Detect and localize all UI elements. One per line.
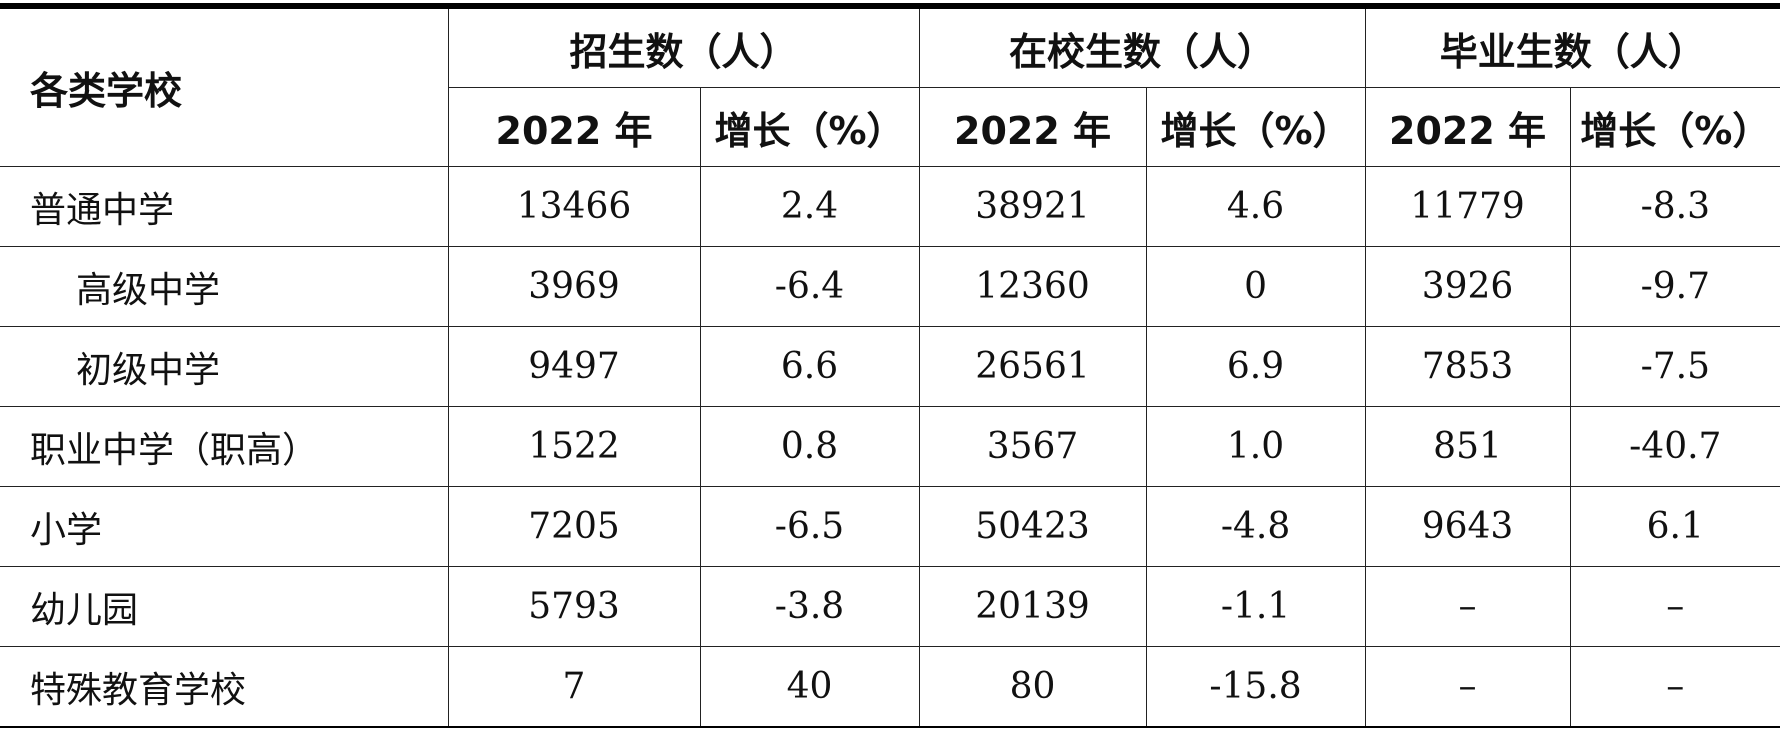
cell: -40.7 xyxy=(1569,406,1780,487)
statistics-table: 各类学校 招生数（人） 在校生数（人） 毕业生数（人） 2022 年增长（%） 202… xyxy=(0,3,1780,728)
cell: – xyxy=(1569,646,1780,728)
table-body: 普通中学 13466 2.4 38921 4.6 11779 -8.3 高级中学 3969 -6.… xyxy=(0,166,1780,728)
cell: 40 xyxy=(699,646,920,728)
row-label: 普通中学 xyxy=(0,166,449,247)
cell: – xyxy=(1364,566,1571,647)
subheader-row: 2022 年增长（%） 2022 年增长（%） 2022 年增长（%） xyxy=(0,87,1780,167)
row-label: 职业中学（职高） xyxy=(0,406,449,487)
cell: 3926 xyxy=(1364,246,1571,327)
row-label: 初级中学 xyxy=(0,326,449,407)
cell: 6.6 xyxy=(699,326,920,407)
cell: -4.8 xyxy=(1145,486,1366,567)
cell: 2.4 xyxy=(699,166,920,247)
cell: 0 xyxy=(1145,246,1366,327)
cell: 3567 xyxy=(918,406,1147,487)
header-row: 各类学校 招生数（人） 在校生数（人） 毕业生数（人） xyxy=(0,5,1780,167)
data-row: 初级中学 9497 6.6 26561 6.9 7853 -7.5 xyxy=(0,326,1780,407)
cell: -3.8 xyxy=(699,566,920,647)
cell: 9497 xyxy=(447,326,701,407)
cell: -1.1 xyxy=(1145,566,1366,647)
data-row: 特殊教育学校 7 40 80 -15.8– – xyxy=(0,646,1780,728)
group-header: 毕业生数（人） xyxy=(1364,5,1780,88)
cell: 5793 xyxy=(447,566,701,647)
cell: 9643 xyxy=(1364,486,1571,567)
sub-header: 2022 年 xyxy=(918,87,1147,167)
cell: -15.8 xyxy=(1145,646,1366,728)
group-header: 在校生数（人） xyxy=(918,5,1366,88)
sub-header: 增长（%） xyxy=(1145,87,1366,167)
data-row: 小学 7205 -6.5 50423 -4.8 9643 6.1 xyxy=(0,486,1780,567)
row-label: 高级中学 xyxy=(0,246,449,327)
cell: 6.9 xyxy=(1145,326,1366,407)
cell: 7853 xyxy=(1364,326,1571,407)
cell: 1.0 xyxy=(1145,406,1366,487)
corner-header: 各类学校 xyxy=(0,5,449,167)
cell: 80 xyxy=(918,646,1147,728)
data-row: 高级中学 3969 -6.4 12360 0 3926 -9.7 xyxy=(0,246,1780,327)
cell: 3969 xyxy=(447,246,701,327)
row-label: 特殊教育学校 xyxy=(0,646,449,728)
data-row: 职业中学（职高） 1522 0.8 3567 1.0 851 -40.7 xyxy=(0,406,1780,487)
cell: 38921 xyxy=(918,166,1147,247)
cell: 7 xyxy=(447,646,701,728)
sub-header: 2022 年 xyxy=(448,87,701,167)
sub-header: 增长（%） xyxy=(699,87,920,167)
cell: -6.5 xyxy=(699,486,920,567)
cell: -7.5 xyxy=(1569,326,1780,407)
table-header: 各类学校 招生数（人） 在校生数（人） 毕业生数（人） 2022 年增长（%） 202… xyxy=(0,5,1780,167)
cell: 7205 xyxy=(447,486,701,567)
cell: 851 xyxy=(1364,406,1571,487)
cell: -8.3 xyxy=(1569,166,1780,247)
cell: 26561 xyxy=(918,326,1147,407)
row-label: 幼儿园 xyxy=(0,566,449,647)
sub-header: 增长（%） xyxy=(1569,87,1780,167)
cell: 1522 xyxy=(447,406,701,487)
cell: 0.8 xyxy=(699,406,920,487)
cell: 12360 xyxy=(918,246,1147,327)
cell: 20139 xyxy=(918,566,1147,647)
data-row: 幼儿园 5793 -3.8 20139 -1.1– – xyxy=(0,566,1780,647)
sub-header: 2022 年 xyxy=(1364,87,1571,167)
data-row: 普通中学 13466 2.4 38921 4.6 11779 -8.3 xyxy=(0,166,1780,247)
row-label: 小学 xyxy=(0,486,449,567)
cell: 11779 xyxy=(1364,166,1571,247)
cell: 13466 xyxy=(447,166,701,247)
cell: – xyxy=(1364,646,1571,728)
cell: -9.7 xyxy=(1569,246,1780,327)
cell: 6.1 xyxy=(1569,486,1780,567)
cell: – xyxy=(1569,566,1780,647)
group-header: 招生数（人） xyxy=(447,5,920,88)
cell: 50423 xyxy=(918,486,1147,567)
cell: -6.4 xyxy=(699,246,920,327)
cell: 4.6 xyxy=(1145,166,1366,247)
